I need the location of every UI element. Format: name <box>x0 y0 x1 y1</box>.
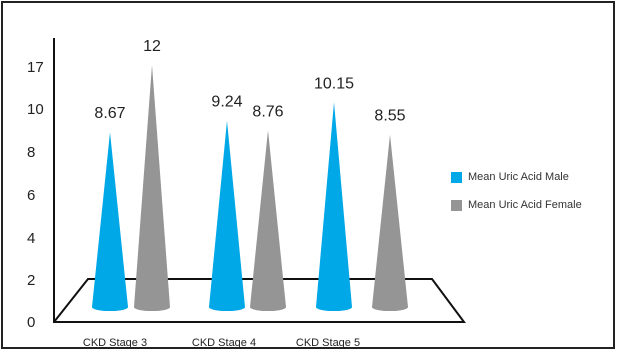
chart-floor-outline <box>53 38 466 323</box>
cone-bar <box>209 120 245 311</box>
y-tick-label: 0 <box>27 314 35 331</box>
y-tick-label: 4 <box>27 230 35 247</box>
data-labels: 8.67 9.24 10.15 12 8.76 8.55 <box>94 38 405 125</box>
cone-base <box>134 303 170 311</box>
legend: Mean Uric Acid Male Mean Uric Acid Femal… <box>451 170 582 226</box>
cone-base <box>209 303 245 311</box>
legend-swatch-female <box>451 199 462 211</box>
cone-bar <box>92 132 128 311</box>
cone-shape <box>250 130 286 311</box>
y-tick-label: 10 <box>27 101 44 118</box>
legend-item-male: Mean Uric Acid Male <box>451 170 582 184</box>
data-label: 8.55 <box>374 108 405 125</box>
cone-shape <box>372 134 408 311</box>
cone-shape <box>92 132 128 311</box>
legend-swatch-male <box>451 171 462 183</box>
cone-shape <box>316 102 352 311</box>
data-label: 12 <box>143 38 161 55</box>
x-tick-label: CKD Stage 4 <box>192 337 256 349</box>
legend-item-female: Mean Uric Acid Female <box>451 198 582 212</box>
cone-bar <box>372 134 408 311</box>
cone-shape <box>134 65 170 311</box>
cone-base <box>372 303 408 311</box>
y-tick-label: 8 <box>27 144 35 161</box>
chart-floor <box>53 38 466 323</box>
legend-label-male: Mean Uric Acid Male <box>468 171 569 183</box>
y-tick-label: 2 <box>27 272 35 289</box>
data-label: 10.15 <box>314 75 354 92</box>
legend-label-female: Mean Uric Acid Female <box>468 199 582 211</box>
cone-bar <box>250 130 286 311</box>
y-axis-tick-labels: 0 2 4 6 8 10 17 <box>27 59 44 331</box>
x-tick-label: CKD Stage 5 <box>296 337 360 349</box>
y-tick-label: 6 <box>27 187 35 204</box>
y-tick-label: 17 <box>27 59 44 76</box>
data-label: 8.76 <box>252 103 283 120</box>
cone-base <box>92 303 128 311</box>
cone-bars <box>92 65 408 311</box>
cone-bar <box>134 65 170 311</box>
cone-bar <box>316 102 352 311</box>
x-tick-label: CKD Stage 3 <box>83 337 147 349</box>
data-label: 8.67 <box>94 105 125 122</box>
cone-base <box>250 303 286 311</box>
data-label: 9.24 <box>211 94 242 111</box>
x-axis-tick-labels: CKD Stage 3 CKD Stage 4 CKD Stage 5 <box>83 337 360 349</box>
cone-shape <box>209 120 245 311</box>
cone-base <box>316 303 352 311</box>
